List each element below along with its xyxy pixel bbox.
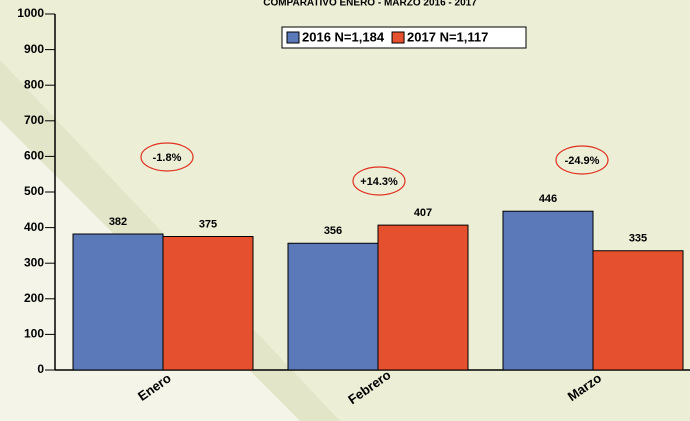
y-tick-label: 300 (24, 255, 44, 269)
value-label: 382 (109, 216, 127, 228)
legend-label: 2016 N=1,184 (302, 29, 385, 44)
annotation-circle (140, 142, 194, 172)
annotation-circle (555, 145, 609, 175)
value-label: 446 (539, 193, 557, 205)
bar (502, 210, 594, 371)
value-label: 356 (324, 225, 342, 237)
value-label: 407 (414, 207, 432, 219)
chart-title: COMPARATIVO ENERO - MARZO 2016 - 2017 (263, 0, 477, 9)
y-tick-label: 1000 (17, 6, 44, 20)
bar (377, 224, 469, 371)
bar (72, 233, 164, 371)
legend-swatch (286, 31, 300, 44)
bar (287, 242, 379, 371)
annotation: -24.9% (565, 155, 600, 167)
annotation: +14.3% (360, 176, 398, 188)
legend-swatch (391, 31, 405, 44)
annotation-circle (352, 166, 406, 196)
y-tick-label: 600 (24, 149, 44, 163)
bar (592, 250, 684, 371)
annotation: -1.8% (153, 152, 182, 164)
value-label: 335 (629, 233, 647, 245)
bar (162, 236, 254, 371)
y-tick-label: 400 (24, 220, 44, 234)
y-tick-label: 800 (24, 77, 44, 91)
value-label: 375 (199, 218, 217, 230)
y-tick-label: 100 (24, 327, 44, 341)
y-tick-label: 200 (24, 291, 44, 305)
y-tick-label: 500 (24, 184, 44, 198)
y-tick-label: 700 (24, 113, 44, 127)
y-tick-label: 900 (24, 42, 44, 56)
legend-label: 2017 N=1,117 (407, 29, 488, 44)
y-tick-label: 0 (37, 362, 44, 376)
